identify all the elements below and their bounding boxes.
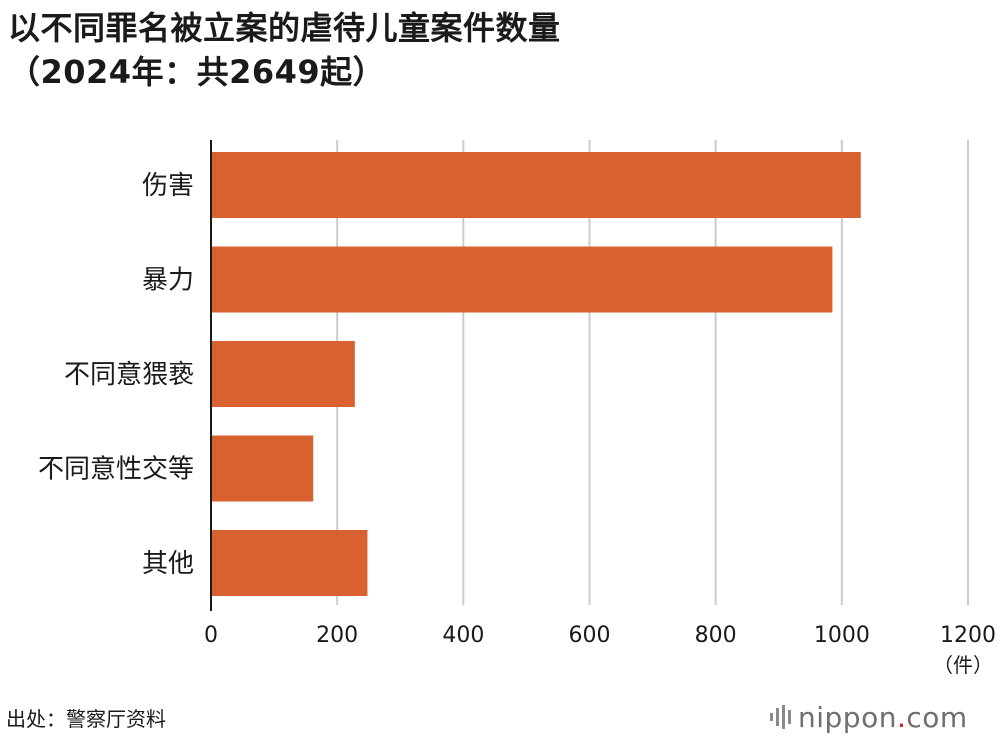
category-label: 其他: [142, 549, 194, 579]
category-label: 不同意性交等: [38, 455, 194, 485]
bar: [211, 152, 861, 218]
x-tick-label: 600: [569, 623, 611, 648]
logo-dot: .: [896, 700, 907, 734]
category-label: 不同意猥亵: [64, 360, 194, 390]
bar: [211, 341, 355, 407]
x-tick-label: 800: [695, 623, 737, 648]
subtitle-line: （2024年：共2649起）: [8, 53, 386, 91]
bar: [211, 435, 314, 502]
chart-title: 以不同罪名被立案的虐待儿童案件数量 （2024年：共2649起）: [8, 6, 561, 94]
x-tick-labels: 0 200 400 600 800 1000 1200: [204, 623, 996, 648]
x-tick-label: 1200: [940, 623, 996, 648]
logo-main: nippon: [798, 700, 897, 734]
logo-wordmark: nippon.com: [798, 701, 968, 734]
title-line: 以不同罪名被立案的虐待儿童案件数量: [8, 9, 561, 47]
nippon-logo: nippon.com: [770, 700, 968, 734]
x-tick-label: 200: [316, 623, 358, 648]
category-label: 暴力: [142, 266, 194, 296]
x-tick-label: 400: [442, 623, 484, 648]
category-label: 伤害: [142, 171, 194, 201]
bar: [211, 530, 368, 596]
x-tick-label: 0: [204, 623, 218, 648]
x-tick-label: 1000: [814, 623, 870, 648]
bars: [211, 152, 861, 596]
source-note: 出处：警察厅资料: [6, 707, 166, 731]
sound-wave-icon: [770, 705, 791, 729]
x-unit-label: （件）: [933, 653, 993, 677]
bar: [211, 246, 833, 313]
logo-tld: com: [906, 700, 968, 734]
